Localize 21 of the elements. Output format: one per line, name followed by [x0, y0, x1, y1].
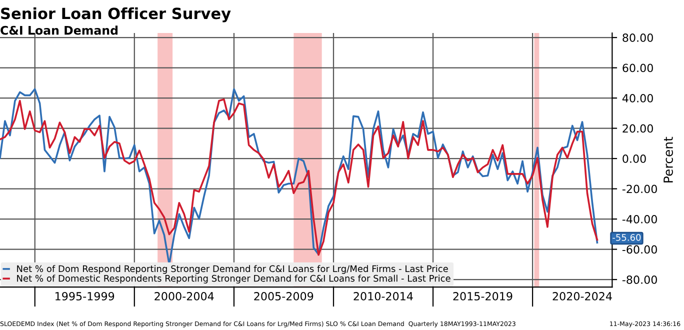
y-tick-label: 60.00 — [622, 64, 653, 72]
y-tick-label: 20.00 — [622, 124, 653, 133]
x-tick-label: 2010-2014 — [354, 292, 413, 300]
x-tick-label: 2000-2004 — [154, 292, 214, 300]
y-tick-label: 40.00 — [622, 94, 653, 102]
y-tick-label: 80.00 — [622, 34, 653, 42]
y-tick-label: -20.00 — [622, 184, 657, 194]
x-tick-label: 2020-2024 — [552, 292, 612, 300]
x-tick-label: 2015-2019 — [453, 292, 512, 300]
legend-label: Net % of Dom Respond Reporting Stronger Demand for C&I Loans for Lrg/Med Firms - Last Price — [17, 265, 448, 274]
y-axis-title: Percent — [664, 136, 673, 182]
annotation: -55.60 — [612, 234, 641, 241]
x-tick-label: 1995-1999 — [56, 292, 114, 300]
x-tick-label: 2005-2009 — [254, 292, 314, 300]
legend-label: Net % of Domestic Respondents Reporting Stronger Demand for C&I Loans for Small - Last Price — [17, 274, 450, 284]
y-tick-label: 0.00 — [622, 154, 646, 163]
y-tick-label: -80.00 — [622, 276, 657, 284]
y-tick-label: -40.00 — [622, 215, 657, 224]
chart-subtitle: C&I Loan Demand — [0, 26, 118, 35]
chart-title: Senior Loan Officer Survey — [1, 7, 231, 22]
y-tick-label: -60.00 — [622, 245, 657, 254]
